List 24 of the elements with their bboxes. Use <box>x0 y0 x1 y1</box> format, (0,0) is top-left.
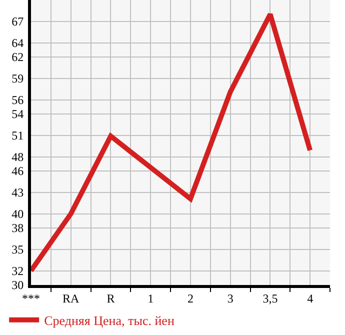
y-tick-label: 35 <box>12 242 24 257</box>
y-tick-label: 32 <box>12 264 24 278</box>
y-tick-label: 67 <box>12 14 24 29</box>
y-tick-label: 40 <box>12 206 24 221</box>
y-tick-label: 38 <box>12 221 24 236</box>
y-tick-label: 30 <box>12 278 24 292</box>
y-tick-label: 54 <box>12 107 24 122</box>
x-tick-label: RA <box>62 291 80 306</box>
y-tick-label: 51 <box>12 128 24 143</box>
y-tick-label: 43 <box>12 186 24 200</box>
y-tick-label: 46 <box>12 164 24 178</box>
x-tick-label: 3 <box>227 291 234 306</box>
y-tick-label: 62 <box>12 50 24 64</box>
y-tick-label: 56 <box>12 92 24 107</box>
x-tick-label: 4 <box>307 291 314 306</box>
x-tick-label: R <box>106 291 115 306</box>
legend-label: Средняя Цена, тыс. йен <box>44 312 174 328</box>
x-tick-label: 1 <box>148 291 154 306</box>
y-tick-label: 59 <box>12 72 24 86</box>
y-tick-label: 48 <box>12 150 24 164</box>
x-tick-label: 2 <box>187 291 194 306</box>
x-tick-label: *** <box>22 291 40 306</box>
y-tick-label: 64 <box>12 36 24 50</box>
x-tick-label: 3,5 <box>262 291 278 306</box>
